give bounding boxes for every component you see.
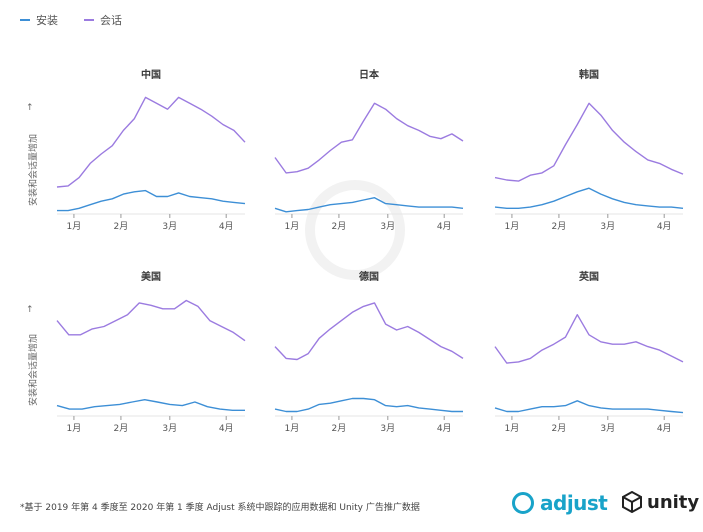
y-axis-arrow-top: ↑ [26,103,34,113]
adjust-logo: adjust [512,491,608,515]
y-axis-arrow-bottom: ↑ [26,305,34,315]
series-line-sessions [274,102,464,174]
adjust-logo-icon [512,492,534,514]
x-tick-label: 2月 [114,423,129,434]
legend-label-sessions: 会话 [100,14,122,27]
series-line-installs [57,189,246,212]
x-tick-label: 4月 [219,221,234,232]
x-tick-label: 3月 [162,221,177,232]
chart-panel-japan: 日本 1月 2月 3月 4月 [274,68,464,232]
x-tick-label: 2月 [552,423,567,434]
series-line-sessions [494,314,684,364]
x-tick-label: 3月 [162,423,177,434]
x-tick-label: 3月 [600,423,615,434]
adjust-watermark [305,180,405,280]
legend-item-sessions: 会话 [84,12,122,28]
footnote: *基于 2019 年第 4 季度至 2020 年第 1 季度 Adjust 系统… [20,503,420,513]
x-tick-label: 4月 [657,423,672,434]
legend-swatch-sessions [84,19,94,21]
x-tick-label: 4月 [219,423,234,434]
x-tick-label: 1月 [505,423,520,434]
legend-swatch-installs [20,19,30,21]
x-tick-label: 3月 [380,423,395,434]
chart-title: 美国 [141,270,161,283]
series-line-installs [56,399,245,411]
x-tick-label: 1月 [285,221,300,232]
x-tick-label: 1月 [67,423,82,434]
chart-panel-korea: 韩国 1月 2月 3月 4月 [494,68,684,232]
x-tick-label: 2月 [332,423,347,434]
unity-logo-icon [622,491,642,513]
series-line-sessions [494,102,684,182]
chart-title: 韩国 [579,68,599,81]
chart-panel-china: 中国 1月 2月 3月 4月 [56,68,246,232]
legend-label-installs: 安装 [36,14,58,27]
chart-title: 日本 [359,68,380,81]
x-tick-label: 1月 [285,423,300,434]
series-line-installs [494,187,684,210]
legend-item-installs: 安装 [20,12,58,28]
series-line-sessions [56,96,246,188]
x-tick-label: 1月 [505,221,520,232]
series-line-sessions [56,299,246,342]
chart-panel-uk: 英国 1月 2月 3月 4月 [494,270,684,434]
unity-logo-text: unity [647,491,700,513]
legend: 安装 会话 [20,12,122,28]
chart-title: 英国 [578,270,599,283]
x-tick-label: 1月 [67,221,82,232]
chart-title: 德国 [358,270,379,283]
chart-panel-germany: 德国 1月 2月 3月 4月 [274,270,464,434]
chart-panel-usa: 美国 1月 2月 3月 4月 [56,270,246,434]
x-tick-label: 4月 [437,423,452,434]
series-line-installs [274,397,463,413]
series-line-installs [274,196,464,213]
x-tick-label: 3月 [380,221,395,232]
x-tick-label: 4月 [437,221,452,232]
x-tick-label: 4月 [657,221,672,232]
x-tick-label: 3月 [600,221,615,232]
chart-title: 中国 [141,68,161,81]
series-line-installs [494,400,684,414]
x-tick-label: 2月 [114,221,129,232]
unity-logo: unity [621,491,699,513]
x-tick-label: 2月 [332,221,347,232]
series-line-sessions [274,302,464,361]
adjust-logo-text: adjust [540,491,608,515]
x-tick-label: 2月 [552,221,567,232]
